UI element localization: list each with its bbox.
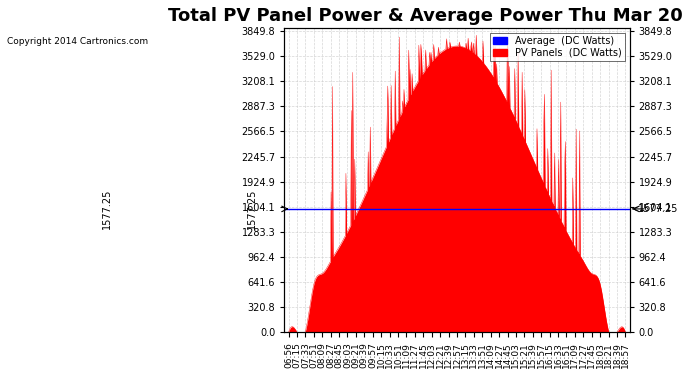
Legend: Average  (DC Watts), PV Panels  (DC Watts): Average (DC Watts), PV Panels (DC Watts) (490, 33, 624, 60)
Title: Total PV Panel Power & Average Power Thu Mar 20 19:08: Total PV Panel Power & Average Power Thu… (168, 7, 690, 25)
Text: 1577.25: 1577.25 (247, 189, 257, 229)
Text: Copyright 2014 Cartronics.com: Copyright 2014 Cartronics.com (7, 38, 148, 46)
Text: 1577.25: 1577.25 (101, 189, 112, 229)
Text: 1577.25: 1577.25 (633, 204, 678, 214)
